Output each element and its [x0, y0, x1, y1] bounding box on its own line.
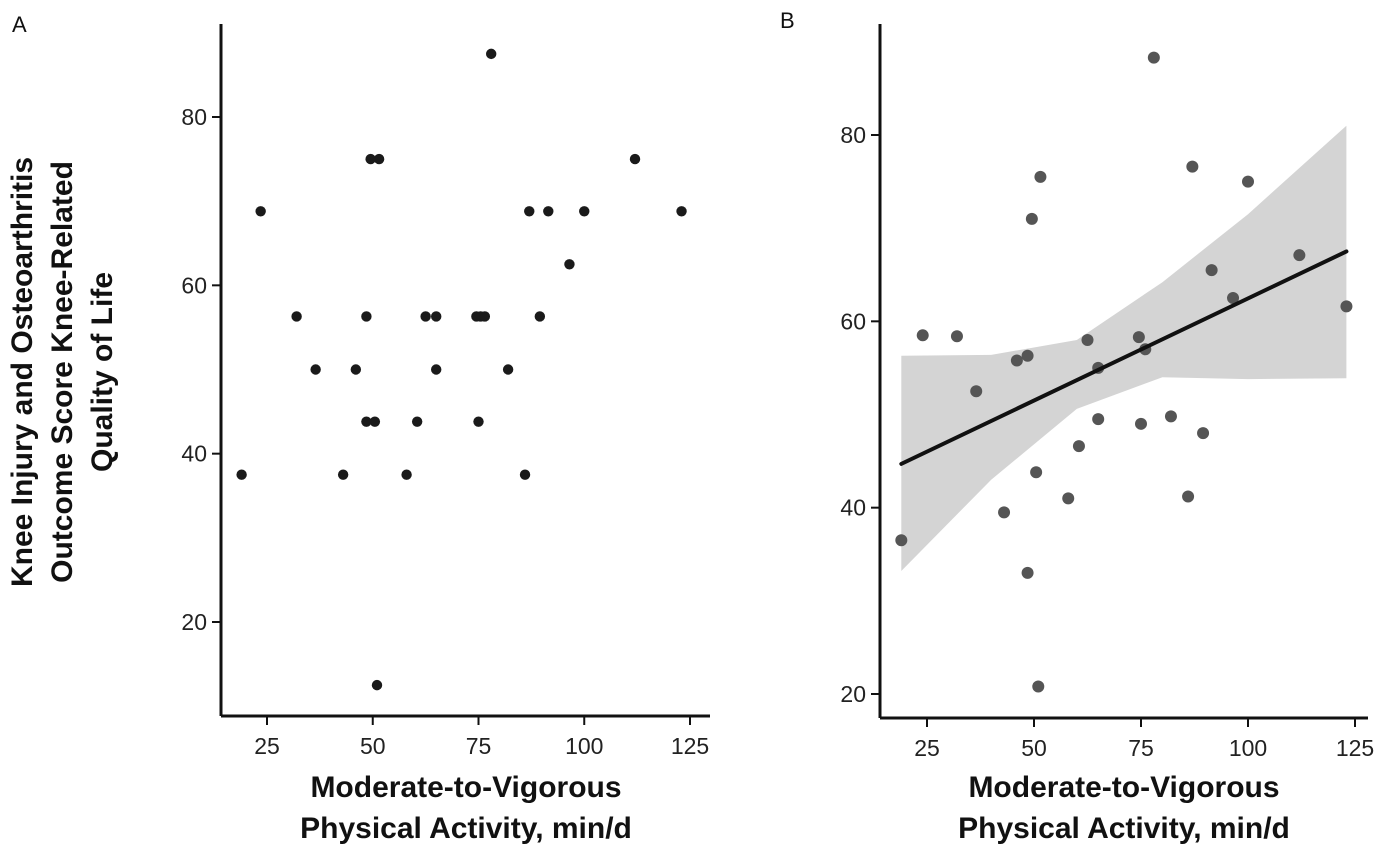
y-axis-title-line-2: Outcome Score Knee-Related: [46, 161, 79, 583]
y-tick-label: 60: [840, 308, 866, 334]
data-point: [373, 153, 385, 165]
y-tick-label: 60: [181, 272, 207, 298]
panel-b-x-ticks: 25 50 75 100 125: [914, 718, 1374, 761]
x-tick-label: 125: [671, 733, 709, 759]
data-point: [1032, 680, 1045, 693]
panel-a-x-label-line-2: Physical Activity, min/d: [300, 812, 632, 844]
y-tick-label: 40: [840, 495, 866, 521]
x-tick-label: 125: [1336, 735, 1374, 761]
data-point: [1205, 264, 1218, 277]
data-point: [369, 416, 381, 427]
panel-a-x-label-line-1: Moderate-to-Vigorous: [310, 771, 621, 804]
data-point: [524, 206, 535, 217]
data-point: [1081, 333, 1094, 346]
data-point: [473, 416, 484, 427]
data-point: [420, 311, 431, 322]
x-tick-label: 100: [1229, 735, 1267, 761]
data-point: [1186, 160, 1199, 173]
y-tick-label: 40: [181, 441, 207, 467]
data-point: [1293, 249, 1306, 262]
panel-b-x-label-line-1: Moderate-to-Vigorous: [968, 771, 1279, 804]
data-point: [401, 469, 412, 480]
data-point: [1197, 427, 1210, 440]
data-point: [1164, 410, 1177, 423]
data-point: [1132, 331, 1145, 344]
panel-a-points: [236, 48, 687, 691]
data-point: [371, 679, 383, 691]
data-point: [1227, 292, 1240, 305]
data-point: [502, 364, 514, 375]
data-point: [1021, 349, 1034, 362]
x-tick-label: 50: [1021, 735, 1047, 761]
data-point: [1147, 51, 1160, 64]
data-point: [255, 206, 266, 217]
panel-b-x-label-line-2: Physical Activity, min/d: [958, 812, 1290, 844]
panel-a: A 20 40 60 80 25 50 75 100 125 Moderate-to-Vigo…: [12, 12, 710, 844]
y-axis-title: Knee Injury and Osteoarthritis Outcome S…: [6, 157, 119, 587]
x-tick-label: 25: [914, 735, 940, 761]
data-point: [1030, 466, 1043, 479]
panel-a-y-ticks: 20 40 60 80: [181, 104, 221, 635]
data-point: [1135, 417, 1147, 430]
data-point: [1182, 490, 1195, 503]
panel-a-x-ticks: 25 50 75 100 125: [254, 716, 709, 759]
data-point: [310, 364, 321, 375]
data-point: [519, 469, 531, 480]
data-point: [350, 364, 362, 375]
x-tick-label: 100: [565, 733, 603, 759]
data-point: [411, 416, 423, 427]
data-point: [579, 206, 590, 217]
y-axis-title-line-3: Quality of Life: [86, 272, 119, 472]
data-point: [291, 311, 302, 322]
data-point: [337, 469, 349, 480]
data-point: [431, 364, 442, 375]
x-tick-label: 75: [1128, 735, 1154, 761]
data-point: [431, 311, 442, 322]
data-point: [676, 206, 687, 217]
y-tick-label: 80: [840, 122, 866, 148]
panel-b: B 20 40 60 80 25 50 75 100 125 Moderate-to-Vigo…: [780, 8, 1374, 844]
data-point: [479, 311, 491, 322]
data-point: [1062, 492, 1075, 505]
x-tick-label: 75: [466, 733, 492, 759]
data-point: [543, 206, 554, 217]
y-axis-title-line-1: Knee Injury and Osteoarthritis: [6, 157, 39, 587]
data-point: [1021, 566, 1034, 579]
y-tick-label: 20: [181, 609, 207, 635]
data-point: [970, 385, 983, 398]
data-point: [1340, 300, 1353, 313]
y-tick-label: 80: [181, 104, 207, 130]
x-tick-label: 50: [360, 733, 386, 759]
data-point: [1034, 170, 1047, 183]
data-point: [1010, 354, 1023, 367]
data-point: [950, 330, 963, 343]
data-point: [361, 416, 372, 427]
data-point: [534, 311, 546, 322]
panel-a-label: A: [12, 12, 27, 37]
data-point: [629, 153, 641, 165]
data-point: [1092, 413, 1105, 426]
data-point: [1242, 175, 1254, 188]
panel-b-y-ticks: 20 40 60 80: [840, 122, 880, 707]
data-point: [564, 259, 575, 270]
data-point: [1072, 440, 1085, 453]
data-point: [365, 153, 376, 165]
panel-b-regression-line: [899, 249, 1349, 466]
data-point: [236, 469, 247, 480]
data-point: [998, 506, 1011, 519]
panel-b-label: B: [780, 8, 795, 33]
data-point: [895, 534, 908, 547]
data-point: [916, 329, 929, 342]
x-tick-label: 25: [254, 733, 280, 759]
y-tick-label: 20: [840, 681, 866, 707]
data-point: [361, 311, 372, 322]
data-point: [1025, 212, 1038, 225]
panel-b-confidence-band: [901, 125, 1347, 571]
data-point: [485, 48, 497, 60]
